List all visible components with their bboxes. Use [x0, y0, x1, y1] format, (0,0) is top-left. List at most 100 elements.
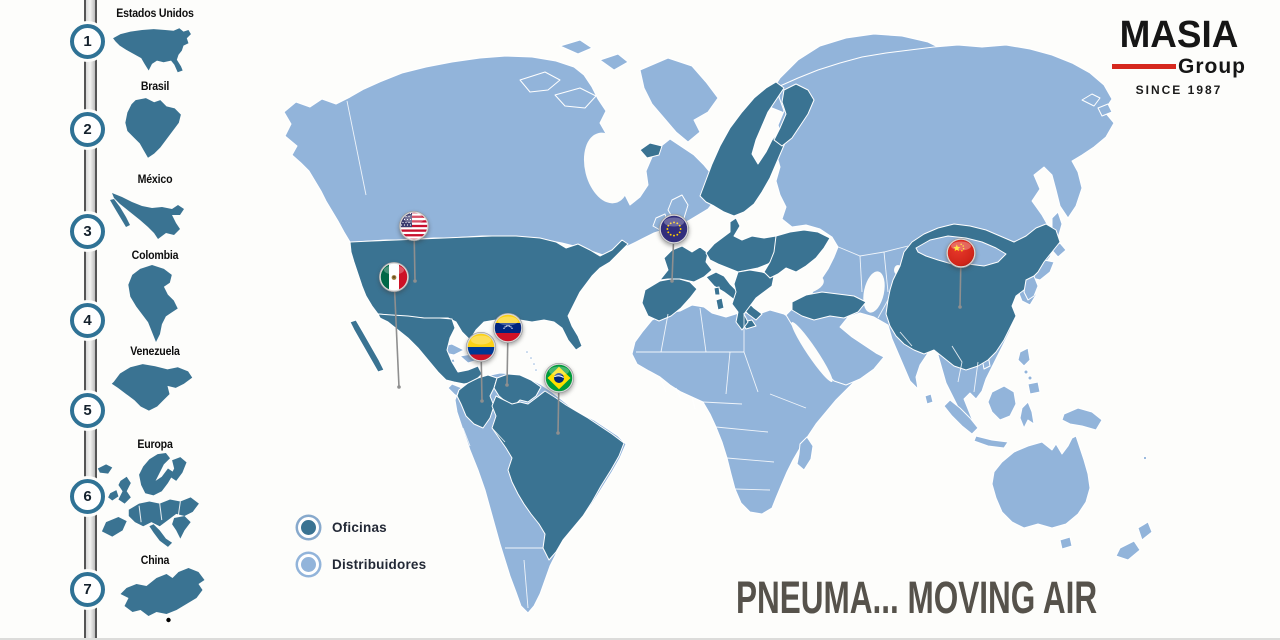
timeline-step-6: 6 [70, 479, 105, 514]
brazil-silhouette-icon [125, 98, 181, 158]
step-number: 3 [83, 223, 92, 240]
island-sulawesi [1019, 401, 1035, 429]
island-mindanao [1027, 381, 1041, 395]
island-luzon [1017, 347, 1031, 367]
island-tasmania [1059, 536, 1073, 550]
arctic-island [599, 53, 629, 71]
timeline-step-7: 7 [70, 572, 105, 607]
island-sumatra [943, 399, 979, 435]
country-mexico-baja [349, 319, 385, 373]
caspian-sea [863, 271, 885, 313]
tagline: PNEUMA... MOVING AIR [736, 572, 1098, 623]
brazil-flag-icon [544, 363, 574, 393]
region-scandinavia [699, 81, 789, 217]
timeline-step-2: 2 [70, 112, 105, 147]
offices-label: Oficinas [332, 519, 387, 535]
mexico-silhouette-icon [110, 193, 184, 239]
island-victoria [554, 87, 597, 109]
step-number: 1 [83, 33, 92, 50]
sidebar-label-brasil: Brasil [140, 81, 170, 93]
logo-red-bar [1112, 64, 1176, 69]
offices-dot-icon [301, 519, 316, 535]
arctic-island [559, 39, 593, 55]
lesser-antilles [532, 362, 536, 366]
venezuela-flag-icon [493, 313, 523, 343]
usa-silhouette-icon [113, 28, 191, 73]
timeline-step-4: 4 [70, 303, 105, 338]
mexico-flag-icon [379, 262, 409, 292]
masia-group-logo: MASIA Group SINCE 1987 [1104, 16, 1254, 97]
country-south-korea [1023, 275, 1039, 301]
island-sri-lanka [924, 393, 934, 405]
sidebar-label-mexico: México [137, 174, 173, 186]
venezuela-flag-pin [493, 313, 523, 343]
step-number: 5 [83, 402, 92, 419]
island-madagascar [796, 436, 814, 471]
country-iceland [639, 142, 663, 159]
country-france [659, 245, 713, 283]
country-brazil [491, 390, 625, 561]
logo-since: SINCE 1987 [1135, 83, 1223, 97]
colombia-flag-icon [466, 332, 496, 362]
mexico-flag-pin [379, 262, 409, 292]
red-sea [791, 322, 833, 382]
country-venezuela [493, 373, 542, 407]
region-eastern-europe [763, 229, 831, 279]
island-borneo [987, 385, 1017, 421]
sidebar-label-venezuela: Venezuela [130, 346, 180, 358]
logo-title: MASIA [1119, 14, 1239, 56]
island-java [973, 435, 1009, 449]
eu-flag-icon [659, 214, 689, 244]
colombia-silhouette-icon [128, 264, 178, 343]
usa-flag-pin [399, 211, 429, 241]
sidebar-label-china: China [140, 555, 170, 567]
country-borders [346, 100, 979, 609]
country-china [885, 223, 1061, 371]
distributors-label: Distribuidores [332, 556, 427, 572]
country-mexico [377, 313, 483, 385]
china-silhouette-icon [120, 568, 205, 623]
island-corsica [713, 286, 721, 296]
china-flag-icon [946, 238, 976, 268]
black-sea [776, 272, 824, 296]
office-countries [349, 81, 1061, 561]
sidebar-label-estados-unidos: Estados Unidos [116, 8, 194, 20]
persian-gulf [848, 326, 876, 346]
timeline-step-3: 3 [70, 214, 105, 249]
logo-subtitle: Group [1178, 55, 1246, 78]
step-number: 4 [83, 312, 92, 329]
timeline-step-5: 5 [70, 393, 105, 428]
map-legend: Oficinas Distribuidores [295, 514, 426, 588]
bottom-divider [0, 638, 1280, 640]
island-sardinia [715, 297, 725, 311]
legend-distributors-row: Distribuidores [295, 551, 426, 577]
sidebar-label-europa: Europa [137, 439, 173, 451]
venezuela-silhouette-icon [111, 364, 193, 411]
philippine-island [1023, 369, 1029, 375]
island-banks [519, 71, 561, 93]
lesser-antilles [534, 368, 538, 372]
timeline-step-1: 1 [70, 24, 105, 59]
usa-flag-icon [399, 211, 429, 241]
europe-flag-pin [659, 214, 689, 244]
colombia-flag-pin [466, 332, 496, 362]
island-new-caledonia [1142, 455, 1148, 461]
sidebar-label-colombia: Colombia [131, 250, 179, 262]
step-number: 6 [83, 488, 92, 505]
brazil-flag-pin [544, 363, 574, 393]
island-nz-south [1115, 540, 1141, 561]
europe-silhouette-icon [97, 453, 199, 547]
island-severnaya [1081, 93, 1101, 107]
country-finland [773, 83, 815, 147]
island-new-guinea [1061, 407, 1103, 431]
country-turkey [791, 291, 867, 321]
distributors-dot-icon [301, 556, 316, 572]
step-number: 2 [83, 121, 92, 138]
step-number: 7 [83, 581, 92, 598]
logo-row: Group [1104, 56, 1254, 77]
legend-offices-row: Oficinas [295, 514, 426, 540]
china-flag-pin [946, 238, 976, 268]
island-nz-north [1137, 521, 1153, 541]
